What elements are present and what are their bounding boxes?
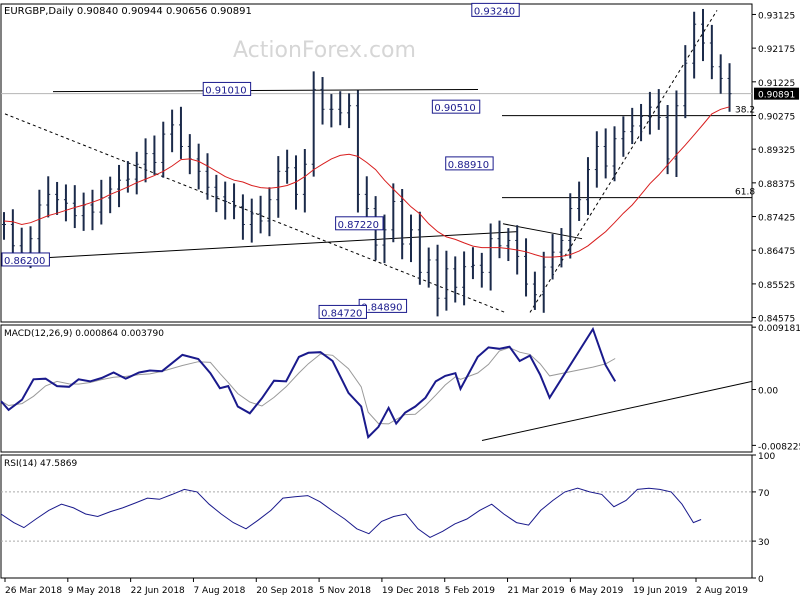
price-label-box bbox=[335, 216, 384, 231]
rsi-axis-label: 30 bbox=[758, 538, 770, 548]
fib-level-label: 38.2 bbox=[735, 106, 755, 116]
price-label: 0.87220 bbox=[338, 220, 379, 231]
rsi-axis-label: 70 bbox=[758, 489, 770, 499]
fib-level-label: 61.8 bbox=[735, 188, 755, 198]
x-axis-label: 19 Dec 2018 bbox=[382, 586, 440, 596]
x-axis-label: 21 Mar 2019 bbox=[508, 586, 565, 596]
macd-signal-line bbox=[0, 347, 616, 425]
price-label: 0.88910 bbox=[448, 160, 489, 171]
price-axis-label: 0.91225 bbox=[758, 79, 795, 89]
price-axis-label: 0.93125 bbox=[758, 11, 795, 21]
rsi-axis-label: 100 bbox=[758, 452, 775, 462]
price-label-box bbox=[471, 2, 520, 17]
price-label: 0.86200 bbox=[4, 256, 45, 267]
price-axis-label: 0.87425 bbox=[758, 214, 795, 224]
macd-line bbox=[0, 326, 617, 440]
last-price-tag bbox=[754, 87, 799, 100]
x-axis-label: 2 Aug 2019 bbox=[696, 586, 748, 596]
watermark: ActionForex.com bbox=[233, 38, 416, 63]
neckline bbox=[4, 231, 519, 261]
macd-axis-label: 0.009181 bbox=[758, 324, 800, 334]
x-axis-label: 5 Feb 2019 bbox=[445, 586, 496, 596]
rsi-panel-frame bbox=[0, 454, 753, 579]
last-price-tag-label: 0.90891 bbox=[758, 91, 795, 101]
price-axis-label: 0.84575 bbox=[758, 315, 795, 325]
price-label-box bbox=[431, 99, 481, 114]
price-label: 0.90510 bbox=[434, 103, 475, 114]
resistance-line bbox=[52, 88, 479, 93]
price-axis-label: 0.89325 bbox=[758, 146, 795, 156]
moving-average-line bbox=[3, 106, 730, 258]
falling-trendline bbox=[502, 223, 583, 240]
price-axis-label: 0.88375 bbox=[758, 180, 795, 190]
price-label-box bbox=[202, 81, 252, 96]
x-axis-label: 22 Jun 2018 bbox=[131, 586, 185, 596]
rsi-panel-label: RSI(14) 47.5869 bbox=[4, 459, 77, 469]
price-label-box bbox=[1, 252, 50, 267]
macd-axis-label: 0.00 bbox=[758, 387, 778, 397]
price-label-box bbox=[445, 156, 494, 171]
x-axis-label: 26 Mar 2018 bbox=[5, 586, 62, 596]
macd-axis-label: -0.008225 bbox=[758, 442, 800, 452]
rsi-axis-label: 0 bbox=[758, 575, 764, 585]
rsi-line bbox=[0, 487, 702, 538]
x-axis-label: 6 May 2019 bbox=[570, 586, 623, 596]
price-label-box bbox=[318, 304, 367, 319]
chart-title: EURGBP,Daily 0.90840 0.90944 0.90656 0.9… bbox=[4, 6, 252, 17]
price-axis-label: 0.92175 bbox=[758, 45, 795, 55]
macd-panel-frame bbox=[0, 324, 753, 453]
x-axis-label: 5 Nov 2018 bbox=[319, 586, 371, 596]
x-axis-label: 20 Sep 2018 bbox=[256, 586, 313, 596]
price-panel-frame bbox=[0, 3, 753, 323]
price-axis-label: 0.85525 bbox=[758, 281, 795, 291]
price-label: 0.93240 bbox=[474, 6, 515, 17]
price-label: 0.91010 bbox=[205, 85, 246, 96]
macd-trendline bbox=[481, 380, 753, 441]
fibonacci-projection-line bbox=[529, 10, 718, 313]
price-label: 0.84890 bbox=[361, 302, 402, 313]
dashed-channel-line bbox=[4, 113, 506, 313]
x-axis-label: 7 Aug 2018 bbox=[193, 586, 245, 596]
macd-panel-label: MACD(12,26,9) 0.000864 0.003790 bbox=[4, 329, 164, 339]
price-axis-label: 0.90275 bbox=[758, 112, 795, 122]
price-label: 0.84720 bbox=[321, 308, 362, 319]
price-axis-label: 0.86475 bbox=[758, 247, 795, 257]
x-axis-label: 19 Jun 2019 bbox=[633, 586, 687, 596]
x-axis-label: 9 May 2018 bbox=[68, 586, 121, 596]
